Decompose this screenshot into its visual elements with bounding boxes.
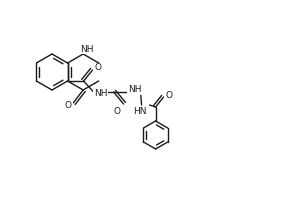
Text: O: O: [94, 64, 101, 72]
Text: O: O: [165, 90, 172, 99]
Text: O: O: [113, 106, 120, 116]
Text: NH: NH: [128, 86, 141, 95]
Text: HN: HN: [133, 106, 146, 116]
Text: NH: NH: [94, 88, 107, 98]
Text: NH: NH: [80, 45, 94, 53]
Text: O: O: [65, 100, 72, 110]
